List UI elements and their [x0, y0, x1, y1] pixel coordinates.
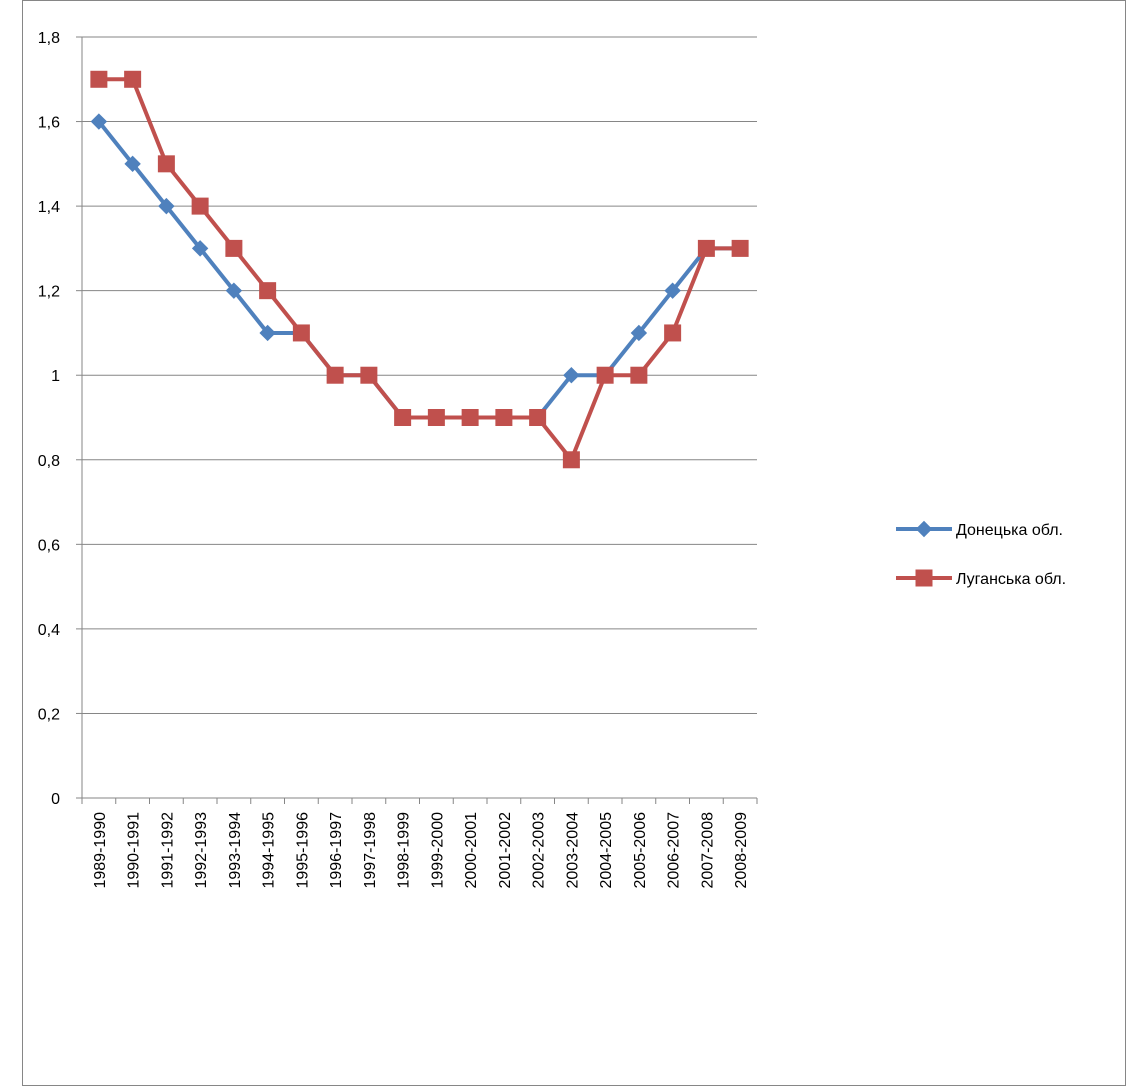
x-tick-label: 2008-2009: [733, 812, 750, 889]
x-tick-label: 1998-1999: [396, 812, 413, 889]
data-point-square: [664, 324, 682, 342]
y-tick-label: 0,6: [38, 537, 60, 554]
x-axis-tick-labels: 1989-1990 1990-1991 1991-1992 1992-1993 1993…: [92, 812, 750, 889]
x-tick-label: 1991-1992: [159, 812, 176, 889]
data-point-diamond: [664, 282, 681, 299]
x-tick-label: 2004-2005: [598, 812, 615, 889]
data-point-diamond: [191, 240, 209, 257]
data-point-square: [529, 409, 547, 426]
data-point-square: [427, 409, 445, 426]
y-tick-label: 1,2: [38, 284, 60, 301]
x-tick-label: 2005-2006: [632, 812, 649, 889]
y-tick-label: 1,8: [38, 30, 60, 47]
y-tick-label: 1,6: [38, 115, 60, 132]
data-point-square: [124, 70, 142, 88]
x-tick-label: 2002-2003: [531, 812, 548, 889]
y-tick-label: 0: [51, 791, 60, 808]
y-tick-label: 0,4: [38, 622, 60, 639]
series-layer: [90, 70, 749, 469]
data-point-square: [562, 451, 580, 469]
x-tick-label: 1992-1993: [193, 812, 210, 889]
y-axis-tick-labels: 0 0,2 0,4 0,6 0,8 1 1,2 1,4 1,6 1,8: [38, 30, 60, 808]
data-point-square: [697, 239, 715, 257]
data-point-square: [394, 409, 412, 426]
series-2: [90, 70, 749, 469]
x-tick-label: 1996-1997: [328, 812, 345, 889]
data-point-square: [259, 282, 277, 300]
x-tick-label: 2000-2001: [463, 812, 480, 889]
chart-border: [22, 0, 1126, 1086]
data-point-diamond: [259, 324, 276, 342]
data-point-diamond: [563, 367, 580, 384]
y-tick-label: 1,4: [38, 199, 60, 216]
legend-item: Луганська обл.: [896, 569, 1066, 588]
data-point-diamond: [630, 324, 648, 342]
x-tick-label: 2006-2007: [666, 812, 683, 889]
data-point-square: [292, 324, 310, 342]
data-point-square: [157, 155, 175, 173]
data-point-diamond: [124, 155, 141, 173]
x-tick-label: 2007-2008: [699, 812, 716, 889]
data-point-diamond: [915, 520, 933, 538]
x-tick-label: 2003-2004: [564, 812, 581, 889]
data-point-square: [495, 409, 513, 426]
data-point-square: [326, 366, 344, 384]
data-point-square: [90, 70, 108, 88]
legend: Донецька обл. Луганська обл.: [896, 520, 1066, 588]
data-point-diamond: [158, 197, 175, 215]
data-point-diamond: [90, 113, 108, 130]
data-point-square: [630, 366, 648, 384]
data-point-diamond: [225, 282, 243, 299]
data-point-square: [461, 409, 479, 426]
y-tick-label: 0,8: [38, 453, 60, 470]
data-point-square: [360, 366, 378, 384]
data-point-square: [596, 366, 614, 384]
data-point-square: [225, 239, 243, 257]
legend-item: Донецька обл.: [896, 520, 1063, 539]
data-point-square: [191, 197, 209, 215]
x-tick-label: 1994-1995: [261, 812, 278, 889]
legend-label: Луганська обл.: [956, 571, 1066, 588]
axes: [76, 36, 758, 804]
data-point-square: [915, 569, 933, 587]
x-tick-label: 1993-1994: [227, 812, 244, 889]
legend-label: Донецька обл.: [956, 522, 1063, 539]
x-tick-label: 1990-1991: [126, 812, 143, 889]
x-tick-label: 2001-2002: [497, 812, 514, 889]
x-tick-label: 1989-1990: [92, 812, 109, 889]
y-tick-label: 1: [51, 368, 60, 385]
data-point-square: [731, 239, 749, 257]
y-tick-label: 0,2: [38, 706, 60, 723]
x-tick-label: 1995-1996: [294, 812, 311, 889]
x-tick-label: 1999-2000: [429, 812, 446, 889]
x-tick-label: 1997-1998: [362, 812, 379, 889]
